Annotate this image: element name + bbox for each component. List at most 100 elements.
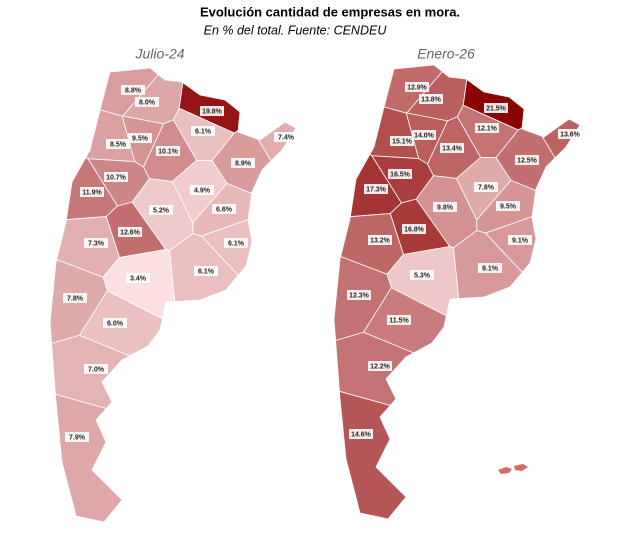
label-box (224, 238, 248, 248)
label-box (135, 97, 159, 107)
region-label: 19.8% (202, 108, 223, 115)
region-label: 7.8% (478, 184, 495, 191)
label-box (149, 205, 173, 215)
region-label: 15.1% (392, 138, 413, 145)
region-label: 7.3% (88, 240, 105, 247)
label-box (387, 315, 411, 325)
label-box (474, 182, 498, 192)
region-label: 3.4% (130, 275, 147, 282)
title: Evolución cantidad de empresas en mora. (200, 4, 460, 19)
island (498, 464, 528, 474)
label-box (475, 123, 499, 133)
map: 12.9% 13.8% 21.5% 12.1% 13.6% 14.0%15.1% 13.4%… (333, 64, 582, 520)
region-label: 11.9% (82, 189, 102, 196)
region-label: 9.5% (500, 203, 517, 210)
label-box (104, 172, 128, 182)
region-label: 4.9% (194, 187, 211, 194)
label-box (484, 103, 508, 113)
region-label: 6.1% (195, 128, 212, 135)
region-label: 5.2% (153, 207, 170, 214)
label-box (194, 266, 218, 276)
label-box (126, 273, 150, 283)
region-label: 13.6% (560, 131, 581, 138)
region-label: 10.1% (158, 148, 179, 155)
label-box (80, 187, 104, 197)
region-label: 12.1% (477, 125, 498, 132)
label-box (508, 235, 532, 245)
region-label: 8.5% (110, 141, 127, 148)
label-box (412, 130, 436, 140)
label-box (433, 202, 457, 212)
label-box (390, 136, 414, 146)
region-label: 11.5% (389, 317, 409, 324)
label-box (212, 204, 236, 214)
region-label: 7.4% (278, 134, 295, 141)
label-box (349, 429, 373, 439)
map-title: Enero-26 (417, 46, 475, 62)
region-label: 16.8% (404, 226, 425, 233)
region-label: 8.9% (235, 160, 252, 167)
region-label: 9.1% (512, 237, 529, 244)
region-label: 13.2% (370, 237, 391, 244)
label-box (84, 238, 108, 248)
label-box (65, 432, 89, 442)
label-box (388, 169, 412, 179)
label-box (200, 106, 224, 116)
label-box (478, 263, 502, 273)
label-box (118, 227, 142, 237)
region-label: 8.8% (125, 87, 142, 94)
label-box (402, 224, 426, 234)
region-label: 6.6% (216, 206, 233, 213)
label-box (128, 133, 152, 143)
label-box (419, 94, 443, 104)
region-label: 6.0% (107, 320, 124, 327)
label-box (496, 201, 520, 211)
label-box (63, 293, 87, 303)
region-label: 7.0% (88, 366, 105, 373)
label-box (103, 318, 127, 328)
label-box (440, 143, 464, 153)
subtitle: En % del total. Fuente: CENDEU (204, 23, 388, 37)
region-label: 9.5% (132, 135, 149, 142)
label-box (84, 364, 108, 374)
region-label: 21.5% (486, 105, 507, 112)
region-label: 8.0% (139, 99, 156, 106)
label-box (121, 85, 145, 95)
region-label: 9.8% (437, 204, 454, 211)
region-label: 6.1% (198, 268, 215, 275)
region-label: 12.5% (517, 157, 538, 164)
region-label: 12.2% (370, 363, 391, 370)
label-box (190, 185, 214, 195)
region-label: 7.9% (69, 434, 86, 441)
region-label: 12.3% (349, 292, 370, 299)
region-label: 7.8% (67, 295, 84, 302)
label-box (274, 132, 298, 142)
label-box (515, 155, 539, 165)
region-label: 12.9% (407, 84, 428, 91)
region-label: 14.6% (351, 431, 372, 438)
region-label: 5.3% (414, 272, 431, 279)
region-label: 14.0% (414, 132, 435, 139)
map: 8.8% 8.0% 19.8% 6.1% 7.4% 9.5% 8.5% 10.1% 8.9% 10… (49, 67, 298, 523)
label-box (231, 158, 255, 168)
label-box (156, 146, 180, 156)
region (54, 393, 123, 523)
region-label: 13.4% (442, 145, 463, 152)
region-label: 9.1% (482, 265, 499, 272)
label-box (405, 82, 429, 92)
label-box (191, 126, 215, 136)
region-label: 12.6% (120, 229, 141, 236)
label-box (410, 270, 434, 280)
region-label: 16.5% (390, 171, 411, 178)
region-label: 13.8% (421, 96, 442, 103)
islands (498, 464, 528, 474)
region-label: 17.3% (366, 186, 387, 193)
label-box (368, 235, 392, 245)
region-label: 10.7% (106, 174, 127, 181)
region-label: 6.1% (228, 240, 245, 247)
label-box (558, 129, 582, 139)
region (338, 390, 407, 520)
label-box (347, 290, 371, 300)
map-title: Julio-24 (134, 46, 184, 62)
